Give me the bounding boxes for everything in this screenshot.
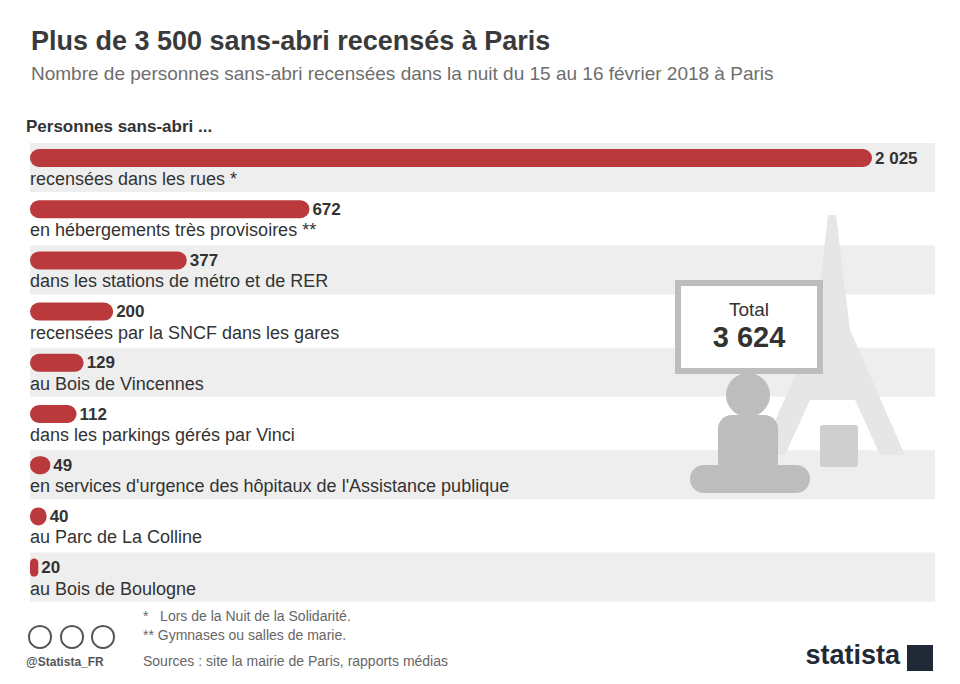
svg-text:recensées dans les rues *: recensées dans les rues *	[30, 169, 237, 189]
svg-text:** Gymnases ou salles de marie: ** Gymnases ou salles de marie.	[143, 627, 346, 643]
svg-text:49: 49	[53, 456, 72, 475]
svg-text:en services d'urgence des hôpi: en services d'urgence des hôpitaux de l'…	[30, 476, 509, 496]
svg-text:Total: Total	[729, 299, 769, 320]
svg-text:au Bois de Boulogne: au Bois de Boulogne	[30, 579, 196, 599]
svg-text:672: 672	[312, 200, 340, 219]
svg-text:Nombre de personnes sans-abri: Nombre de personnes sans-abri recensées …	[31, 63, 774, 84]
svg-text:2 025: 2 025	[875, 149, 918, 168]
svg-text:Plus de 3 500 sans-abri recens: Plus de 3 500 sans-abri recensés à Paris	[31, 26, 550, 56]
svg-text:Sources : site la mairie de Pa: Sources : site la mairie de Paris, rappo…	[143, 653, 448, 669]
svg-text:3 624: 3 624	[713, 321, 786, 353]
svg-text:dans les stations de métro et: dans les stations de métro et de RER	[30, 271, 328, 291]
svg-text:dans les parkings gérés par Vi: dans les parkings gérés par Vinci	[30, 425, 295, 445]
svg-text:au Parc de La Colline: au Parc de La Colline	[30, 527, 202, 547]
svg-text:@Statista_FR: @Statista_FR	[26, 655, 104, 669]
svg-text:200: 200	[116, 302, 144, 321]
svg-text:statista: statista	[805, 640, 901, 670]
svg-text:377: 377	[190, 251, 218, 270]
svg-text:en hébergements très provisoir: en hébergements très provisoires **	[30, 220, 316, 240]
svg-text:112: 112	[80, 405, 107, 424]
svg-text:recensées par la SNCF dans les: recensées par la SNCF dans les gares	[30, 323, 339, 343]
svg-text:au Bois de Vincennes: au Bois de Vincennes	[30, 374, 204, 394]
svg-text:20: 20	[41, 558, 60, 577]
svg-text:129: 129	[87, 353, 115, 372]
svg-text:* Lors de la Nuit de la Soli: * Lors de la Nuit de la Solidarité.	[143, 608, 351, 624]
svg-text:40: 40	[50, 507, 69, 526]
svg-text:Personnes sans-abri ...: Personnes sans-abri ...	[26, 117, 212, 136]
